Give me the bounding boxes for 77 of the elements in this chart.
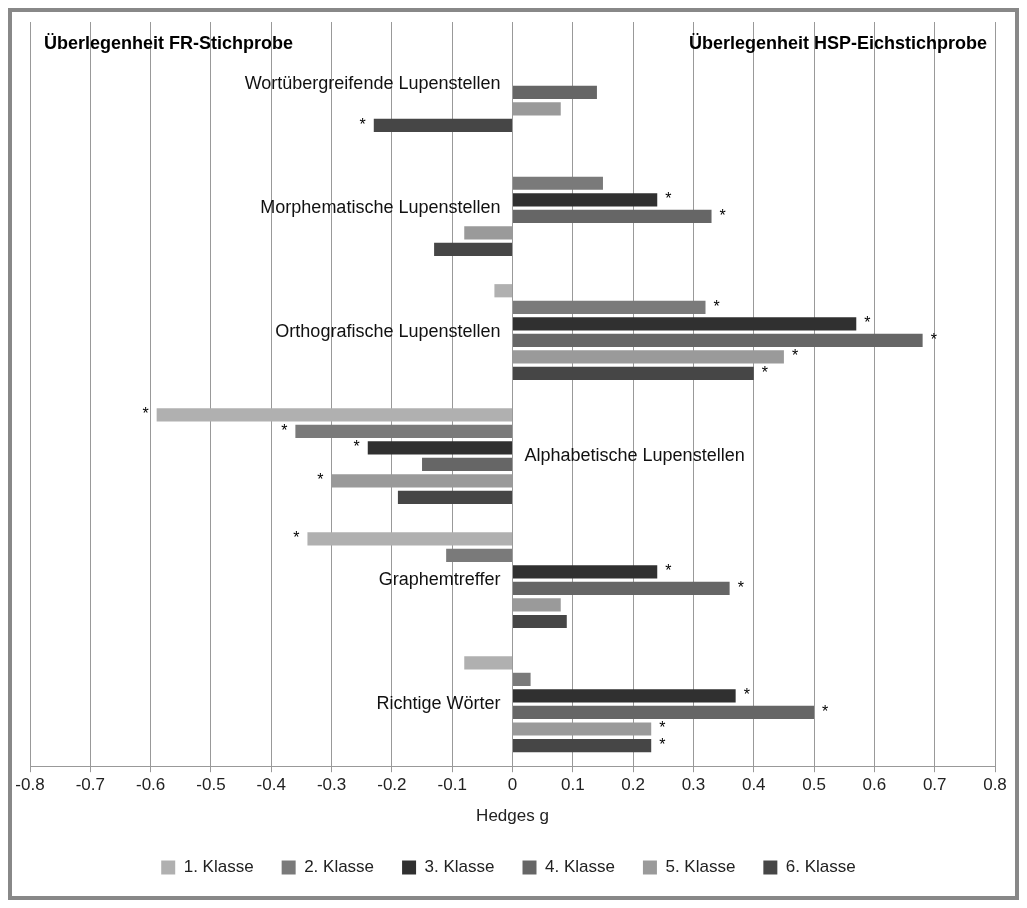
x-tick-label: 0 (507, 775, 518, 795)
bar (513, 614, 567, 629)
data-label: * (743, 686, 750, 704)
x-axis-title: Hedges g (476, 806, 549, 826)
bar (513, 581, 730, 596)
bar (295, 424, 512, 438)
data-label: * (293, 529, 300, 547)
data-label: * (665, 562, 672, 580)
bar (513, 366, 754, 381)
x-tick-label: -0.1 (437, 775, 467, 795)
legend-label: 5. Klasse (665, 857, 736, 877)
bar (464, 656, 512, 670)
data-label: * (713, 297, 720, 315)
x-tick-label: -0.7 (75, 775, 105, 795)
bar (513, 689, 736, 703)
data-label: * (659, 735, 666, 753)
y-tick-label: Morphematische Lupenstellen (260, 197, 501, 218)
x-tick-label: 0.3 (681, 775, 706, 795)
data-label: * (281, 421, 288, 439)
x-tick-label: -0.4 (256, 775, 286, 795)
bar (373, 118, 512, 132)
bar (513, 333, 923, 347)
x-tick-label: -0.5 (196, 775, 226, 795)
legend-label: 1. Klasse (183, 857, 254, 877)
y-tick-label: Orthografische Lupenstellen (275, 321, 501, 342)
bar (367, 441, 512, 455)
bar (513, 317, 857, 331)
x-tick-label: 0.5 (802, 775, 826, 795)
bar (446, 548, 512, 562)
x-tick-label: -0.3 (316, 775, 347, 795)
x-tick-label: -0.6 (135, 775, 166, 795)
bar (422, 457, 512, 471)
data-label: * (737, 578, 744, 596)
bar (494, 284, 512, 298)
data-label: * (761, 363, 768, 381)
x-tick-label: -0.2 (377, 775, 407, 795)
bar (513, 672, 531, 686)
data-label: * (665, 190, 672, 208)
x-tick-label: 0.2 (621, 775, 645, 795)
bar (513, 209, 712, 223)
bar (156, 408, 512, 422)
y-tick-label: Graphemtreffer (378, 569, 501, 590)
bar (307, 532, 512, 546)
y-tick-label: Richtige Wörter (376, 693, 501, 714)
data-label: * (930, 330, 937, 348)
bar (513, 176, 603, 190)
bar (513, 565, 658, 579)
y-tick-label: Alphabetische Lupenstellen (524, 445, 745, 466)
data-label: * (864, 314, 871, 332)
bar (513, 705, 815, 720)
data-label: * (659, 719, 666, 737)
legend-label: 3. Klasse (424, 857, 495, 877)
x-tick-label: 0.8 (983, 775, 1007, 795)
data-label: * (719, 206, 726, 224)
bar (513, 300, 706, 314)
x-tick-label: 0.1 (560, 775, 585, 795)
data-label: * (822, 702, 829, 720)
bar (513, 193, 658, 207)
bar (513, 738, 652, 753)
legend-label: 2. Klasse (304, 857, 375, 877)
x-tick-label: -0.8 (15, 775, 45, 795)
bar (397, 490, 512, 505)
data-label: * (142, 405, 149, 423)
x-tick-label: 0.7 (922, 775, 947, 795)
data-label: * (317, 471, 324, 489)
data-label: * (791, 347, 799, 365)
legend-label: 6. Klasse (785, 857, 856, 877)
annotation: Überlegenheit HSP-Eichstichprobe (688, 32, 987, 53)
legend-label: 4. Klasse (545, 857, 615, 877)
y-tick-label: Wortübergreifende Lupenstellen (244, 72, 501, 93)
data-label: * (353, 438, 360, 456)
x-tick-label: 0.6 (862, 775, 887, 795)
data-label: * (359, 115, 366, 133)
bar (513, 85, 597, 99)
x-tick-label: 0.4 (741, 775, 766, 795)
bar (434, 242, 512, 257)
annotation: Überlegenheit FR-Stichprobe (44, 32, 294, 53)
